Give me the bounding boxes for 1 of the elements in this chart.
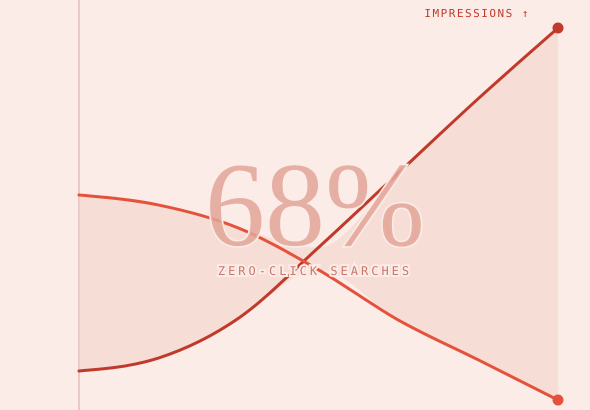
text: IMPRESSIONS ↑ [424,7,530,20]
